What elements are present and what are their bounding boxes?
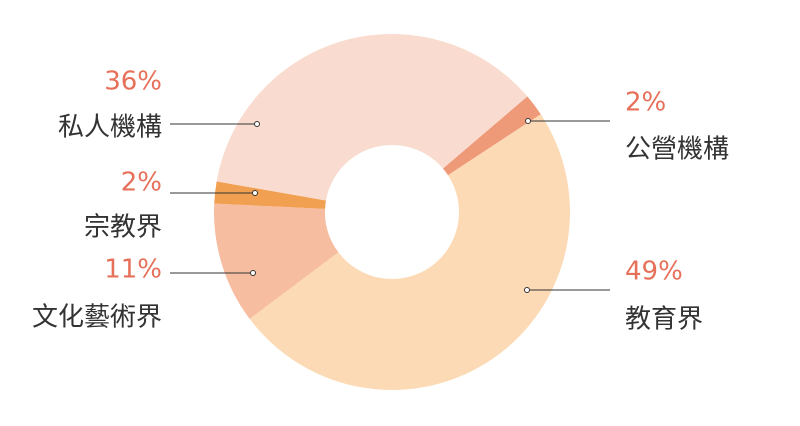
category-label: 私人機構	[58, 113, 162, 143]
value-label: 36%	[104, 67, 162, 97]
value-label: 49%	[625, 257, 683, 287]
donut-segment	[216, 34, 528, 201]
category-label: 教育界	[625, 305, 703, 335]
value-label: 2%	[121, 168, 162, 198]
donut-segment	[249, 114, 570, 390]
leader-dot	[254, 121, 260, 127]
leader-dot	[525, 118, 531, 124]
donut-segment	[213, 203, 339, 319]
leader-dot	[252, 190, 258, 196]
leader-dot	[250, 270, 256, 276]
donut-segment	[442, 96, 541, 176]
leader-dot	[524, 287, 530, 293]
category-label: 宗教界	[84, 213, 162, 243]
value-label: 2%	[625, 88, 666, 118]
value-label: 11%	[104, 255, 162, 285]
category-label: 文化藝術界	[32, 303, 162, 333]
donut-segment	[214, 181, 326, 209]
category-label: 公營機構	[625, 135, 729, 165]
